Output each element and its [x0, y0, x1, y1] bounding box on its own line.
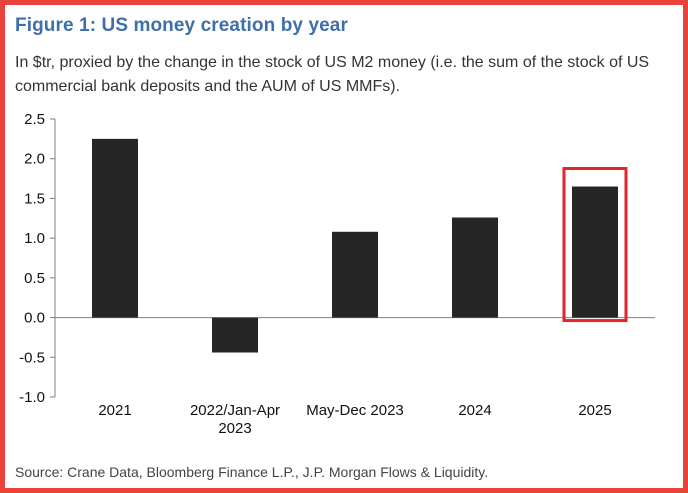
y-tick-label: 1.0: [24, 230, 45, 247]
y-tick-label: 0.0: [24, 310, 45, 327]
x-category-label: 2023: [218, 420, 251, 437]
x-category-label: 2022/Jan-Apr: [190, 402, 280, 419]
y-tick-label: 1.5: [24, 190, 45, 207]
bar: [92, 138, 138, 318]
bar: [332, 231, 378, 318]
y-tick-label: 2.5: [24, 111, 45, 128]
x-category-label: 2025: [578, 402, 611, 419]
figure-title: Figure 1: US money creation by year: [15, 15, 348, 36]
bar: [212, 317, 258, 353]
y-tick-label: 2.0: [24, 151, 45, 168]
bar: [452, 217, 498, 318]
y-tick-label: -1.0: [19, 389, 45, 406]
bar: [572, 186, 618, 318]
highlight-box: [562, 167, 628, 323]
figure-subtitle: In $tr, proxied by the change in the sto…: [15, 54, 650, 95]
source-note: Source: Crane Data, Bloomberg Finance L.…: [15, 464, 489, 480]
x-category-label: May-Dec 2023: [306, 402, 404, 419]
y-tick-label: -0.5: [19, 349, 45, 366]
x-category-label: 2024: [458, 402, 491, 419]
y-tick-label: 0.5: [24, 270, 45, 287]
x-category-label: 2021: [98, 402, 131, 419]
